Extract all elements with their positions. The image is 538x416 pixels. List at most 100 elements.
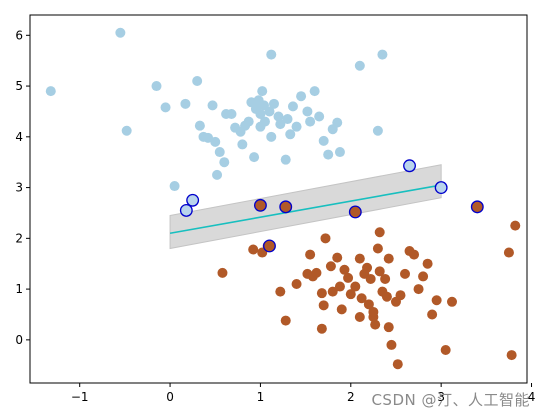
point-class-a [314,111,325,122]
point-class-a [214,147,225,158]
point-class-b [325,261,336,272]
point-class-a [323,149,334,160]
x-axis-ticks: −1 0 1 2 3 4 [71,383,535,404]
point-class-b [316,288,327,299]
decision-line-layer [169,184,442,235]
point-class-b [365,273,376,284]
point-class-a [268,98,279,109]
point-class-b [339,264,350,275]
point-class-b [395,290,406,301]
x-tick-label: 3 [437,390,445,404]
point-class-b [318,300,329,311]
point-class-a [257,86,268,97]
point-class-b [311,267,322,278]
point-class-b [316,323,327,334]
y-tick-label: 5 [15,79,23,93]
point-class-a [334,147,345,158]
point-class-a [121,125,132,136]
point-class-b [422,258,433,269]
point-class-a [160,102,171,113]
point-class-a [354,60,365,71]
point-class-b [413,284,424,295]
point-class-b [503,247,514,258]
y-tick-label: 1 [15,282,23,296]
y-tick-label: 2 [15,231,23,245]
point-class-a [45,86,56,97]
point-class-b [334,281,345,292]
y-tick-label: 0 [15,333,23,347]
point-class-b [510,220,521,231]
point-class-b [380,273,391,284]
support-vector-class-a [179,203,193,217]
x-tick-label: 4 [528,390,536,404]
plot-frame [29,14,528,384]
point-class-b [305,249,316,260]
point-class-a [243,116,254,127]
x-tick-label: 1 [257,390,265,404]
point-class-b [374,227,385,238]
point-class-a [264,106,275,117]
point-class-a [219,157,230,168]
point-class-a [212,169,223,180]
margin-band-layer [169,164,442,250]
y-tick-label: 6 [15,28,23,42]
point-class-b [383,322,394,333]
point-class-a [275,119,286,130]
point-class-b [291,279,302,290]
point-class-a [266,131,277,142]
class-a-points [45,27,388,192]
point-class-b [336,304,347,315]
point-class-b [354,253,365,264]
support-vector-class-a [434,181,448,195]
point-class-b [275,286,286,297]
decision-boundary-line [169,184,442,235]
point-class-a [285,129,296,140]
point-class-a [237,139,248,150]
support-vector-class-b [470,200,484,214]
point-class-b [374,266,385,277]
point-class-b [370,319,381,330]
x-tick-label: 2 [347,390,355,404]
support-vectors [179,159,484,253]
class-b-points [217,220,521,370]
point-class-b [372,243,383,254]
point-class-b [440,345,451,356]
support-vector-class-b [263,239,276,253]
point-class-a [305,116,316,127]
support-vector-class-b [348,205,362,219]
point-class-b [320,233,331,244]
point-class-b [383,253,394,264]
point-class-b [217,267,228,278]
point-class-a [273,111,284,122]
point-class-a [210,136,221,147]
y-tick-label: 4 [15,130,23,144]
point-class-a [226,108,237,119]
point-class-a [207,100,218,111]
point-class-b [400,268,411,279]
point-class-b [418,271,429,282]
point-class-a [249,152,260,163]
y-axis-ticks: 0 1 2 3 4 5 6 [15,28,30,347]
point-class-b [280,315,291,326]
point-class-b [431,295,442,306]
point-class-a [280,154,291,165]
point-class-a [332,117,343,128]
point-class-b [356,293,367,304]
point-class-a [318,135,329,146]
point-class-a [372,125,383,136]
x-tick-label: −1 [71,390,89,404]
point-class-b [345,289,356,300]
point-class-a [151,81,162,92]
margin-band [169,164,442,250]
point-class-b [446,296,457,307]
point-class-b [386,339,397,350]
point-class-a [194,120,205,131]
point-class-a [259,116,270,127]
point-class-a [169,181,180,192]
point-class-b [506,350,517,361]
point-class-b [332,252,343,263]
point-class-b [248,244,259,255]
point-class-b [381,291,392,302]
watermark-text: CSDN @汀、人工智能 [371,391,530,409]
